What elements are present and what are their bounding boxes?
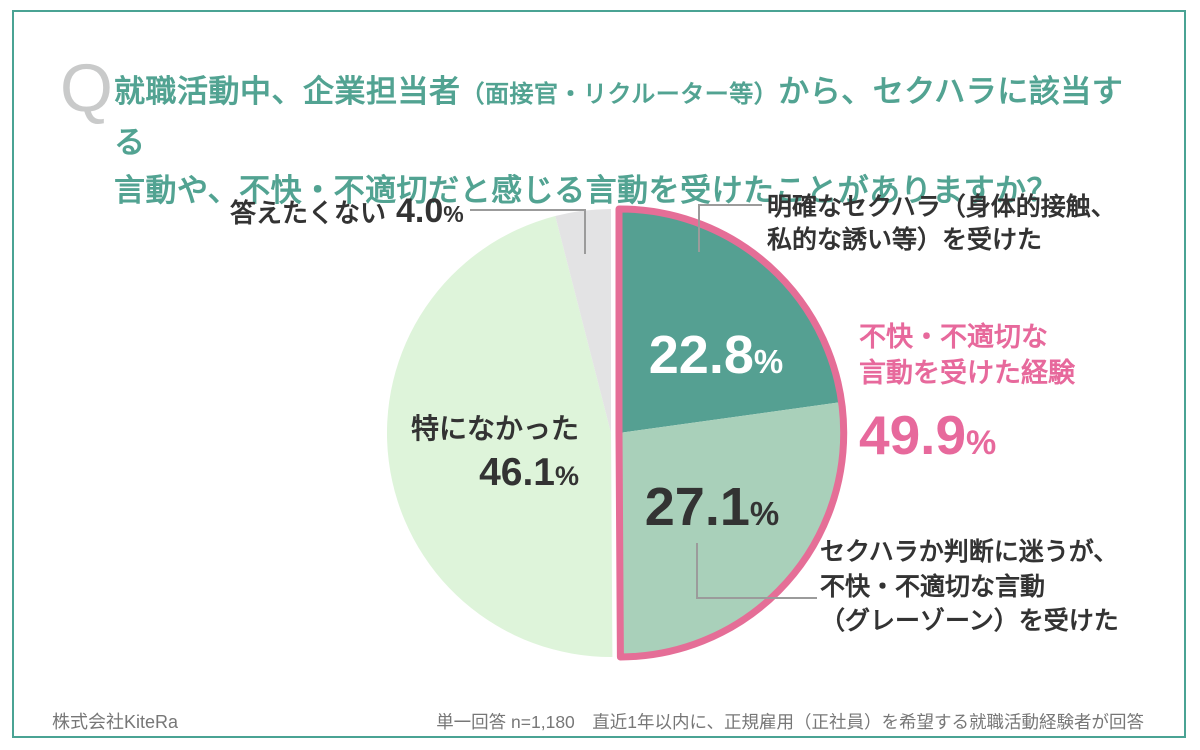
question-mark: Q [60, 50, 113, 126]
question-title-line2: 言動や、不快・不適切だと感じる言動を受けたことがありますか？ [114, 173, 1059, 208]
label-no-answer-value: 4.0% [396, 192, 464, 230]
pie-slice-no-answer [555, 209, 611, 433]
leader-line-explicit [698, 204, 762, 252]
value-none: 46.1% [479, 450, 579, 494]
pie-slice-explicit [619, 208, 841, 433]
label-none: 特になかった 46.1% [374, 412, 579, 495]
label-no-answer: 答えたくない 4.0% [230, 192, 464, 231]
pie-chart [386, 205, 848, 661]
label-no-answer-text: 答えたくない [230, 198, 387, 228]
infographic-card: Q 就職活動中、企業担当者（面接官・リクルーター等）から、セクハラに該当する 言… [12, 10, 1186, 738]
pie-slice-gray-zone [619, 402, 843, 657]
highlight-group-outline [615, 205, 848, 661]
leader-line-gray-zone [696, 543, 817, 599]
value-gray-zone: 27.1% [644, 477, 780, 537]
question-title-line1: 就職活動中、企業担当者（面接官・リクルーター等）から、セクハラに該当する [114, 74, 1124, 160]
pie-slice-none [386, 216, 613, 658]
leader-line-no-answer [470, 209, 586, 254]
highlight-annotation: 不快・不適切な 言動を受けた経験 49.9% [859, 322, 1075, 467]
label-explicit: 明確なセクハラ（身体的接触、 私的な誘い等）を受けた [767, 193, 1116, 254]
footer-company: 株式会社KiteRa [52, 712, 179, 732]
footer-survey-note: 単一回答 n=1,180 直近1年以内に、正規雇用（正社員）を希望する就職活動経… [436, 712, 1144, 732]
value-explicit: 22.8% [648, 325, 784, 385]
question-title-line1-small: （面接官・リクルーター等） [460, 81, 779, 108]
highlight-value: 49.9% [859, 404, 997, 467]
label-gray-zone: セクハラか判断に迷うが、 不快・不適切な言動 （グレーゾーン）を受けた [820, 538, 1119, 635]
question-title: 就職活動中、企業担当者（面接官・リクルーター等）から、セクハラに該当する 言動や… [114, 68, 1154, 215]
